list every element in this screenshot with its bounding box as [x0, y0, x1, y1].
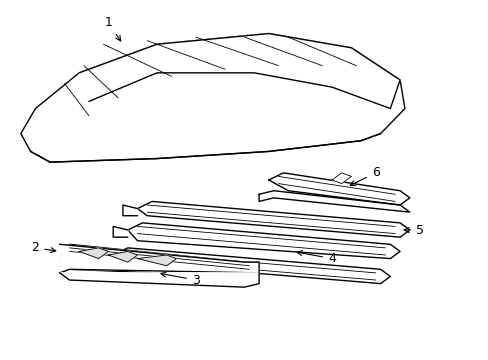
Polygon shape: [259, 191, 409, 212]
Polygon shape: [122, 205, 137, 216]
Text: 6: 6: [349, 166, 379, 185]
Polygon shape: [113, 226, 127, 237]
Polygon shape: [268, 173, 409, 205]
Text: 3: 3: [161, 272, 200, 287]
Polygon shape: [79, 248, 108, 258]
Polygon shape: [108, 251, 137, 262]
Polygon shape: [60, 244, 259, 273]
Text: 2: 2: [31, 241, 56, 255]
Polygon shape: [60, 273, 259, 287]
Polygon shape: [21, 33, 404, 162]
Text: 5: 5: [403, 224, 423, 237]
Text: 4: 4: [297, 251, 335, 265]
Polygon shape: [331, 173, 351, 184]
Polygon shape: [79, 33, 399, 109]
Text: 1: 1: [104, 16, 121, 41]
Polygon shape: [137, 255, 176, 266]
Polygon shape: [113, 248, 389, 284]
Polygon shape: [137, 202, 409, 237]
Polygon shape: [60, 244, 259, 276]
Polygon shape: [127, 223, 399, 258]
